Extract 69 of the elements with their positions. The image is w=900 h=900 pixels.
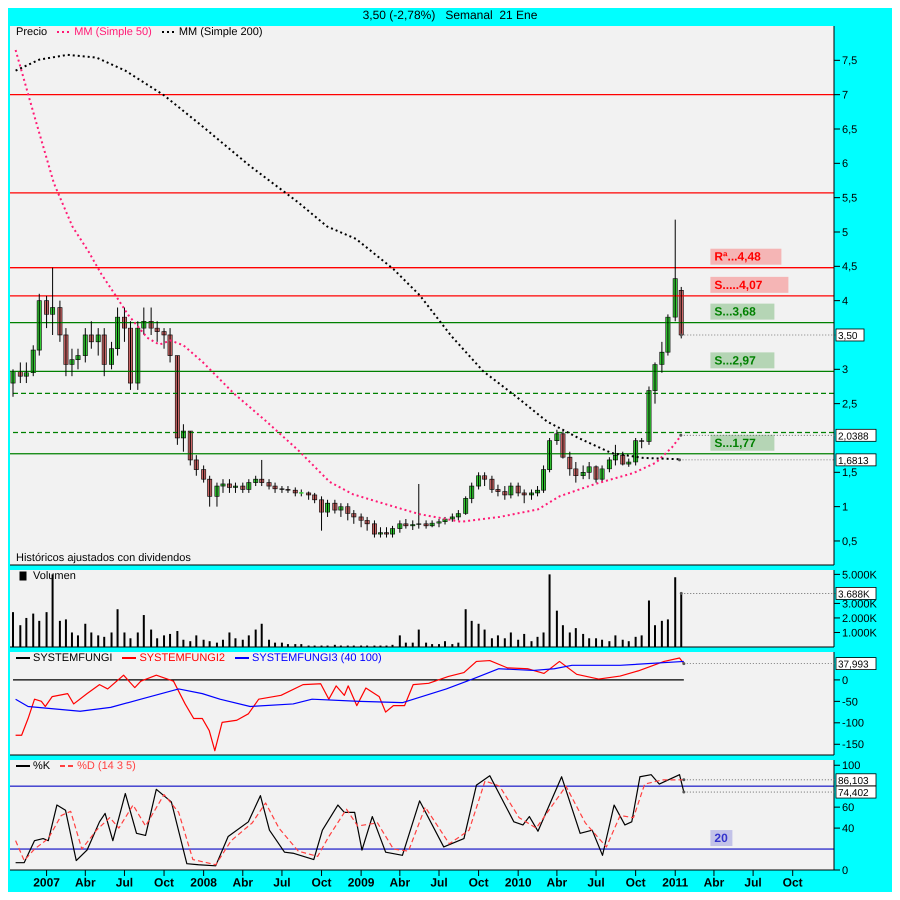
y-tick-label: 5	[842, 226, 848, 239]
x-tick-label: Jul	[116, 876, 134, 890]
ref-line-label: Rª...4,48	[714, 250, 762, 264]
annotation: Históricos ajustados con dividendos	[16, 552, 191, 564]
annotation: 2,0388	[838, 431, 870, 442]
y-tick-label: 5.000K	[842, 569, 878, 582]
x-tick-label: Oct	[312, 876, 332, 890]
y-tick-label: 0	[842, 864, 848, 877]
annotation: 37,993	[838, 660, 870, 671]
legend-label: SYSTEMFUNGI2	[138, 652, 226, 664]
annotation: 74,402	[838, 788, 870, 800]
y-tick-label: -50	[842, 696, 858, 708]
y-tick-label: -100	[842, 718, 864, 730]
x-tick-label: Jul	[430, 876, 448, 890]
x-tick-label: Abr	[74, 876, 96, 890]
legend-label: %K	[32, 760, 50, 772]
y-tick-label: 5,5	[842, 192, 858, 205]
legend-title: Precio	[16, 26, 48, 38]
y-tick-label: -150	[842, 739, 864, 752]
y-tick-label: 2.000K	[842, 612, 878, 625]
annotation: 86,103	[838, 776, 870, 787]
y-tick-label: 4	[842, 296, 848, 308]
legend-label: MM (Simple 200)	[178, 26, 263, 38]
x-tick-label: Oct	[468, 876, 489, 890]
y-tick-label: 3	[842, 364, 848, 376]
y-tick-label: 0,5	[842, 536, 858, 548]
legend-label: SYSTEMFUNGI	[32, 652, 112, 664]
y-tick-label: 4,5	[842, 261, 858, 274]
x-tick-label: Abr	[232, 876, 254, 890]
x-tick-label: Jul	[587, 876, 605, 890]
x-tick-label: 2009	[348, 876, 375, 890]
y-tick-label: 1.000K	[842, 627, 878, 640]
y-tick-label: 2,5	[842, 398, 858, 411]
y-tick-label: 6	[842, 158, 848, 170]
legend-label: MM (Simple 50)	[73, 26, 152, 38]
y-tick-label: 1,5	[842, 467, 858, 480]
y-tick-label: 3.000K	[842, 598, 878, 610]
x-tick-label: Jul	[273, 876, 291, 890]
ref-line-label: S...2,97	[714, 353, 756, 368]
x-tick-label: Jul	[744, 876, 762, 890]
y-tick-label: 60	[842, 802, 854, 814]
x-tick-label: Abr	[546, 876, 568, 890]
chart-title: 3,50 (-2,78%) Semanal 21 Ene	[362, 8, 538, 24]
y-tick-label: 40	[842, 823, 854, 835]
y-tick-label: 0	[842, 674, 848, 687]
x-tick-label: 2008	[190, 876, 218, 890]
x-tick-label: Abr	[704, 876, 725, 890]
ref-line-label: S...1,77	[714, 436, 756, 450]
y-tick-label: 7,5	[842, 55, 858, 68]
y-tick-label: 1	[842, 502, 848, 514]
y-tick-label: 100	[842, 760, 860, 772]
annotation: 3.688K	[838, 589, 870, 600]
x-tick-label: Oct	[154, 876, 174, 890]
y-tick-label: 7	[842, 90, 848, 102]
x-tick-label: 2007	[33, 876, 60, 890]
legend-label: Volumen	[32, 570, 76, 582]
y-tick-label: 6,5	[842, 124, 858, 136]
x-tick-label: Abr	[390, 876, 410, 890]
x-tick-label: Oct	[782, 876, 803, 890]
legend-label: SYSTEMFUNGI3 (40 100)	[251, 652, 382, 664]
x-tick-label: 2011	[662, 876, 689, 890]
x-tick-label: Oct	[626, 876, 646, 890]
x-tick-label: 2010	[504, 876, 532, 890]
annotation: 3,50	[838, 330, 858, 342]
ref-line-label: S.....4,07	[714, 278, 763, 292]
ref-line-label: S...3,68	[714, 304, 756, 319]
annotation: 1,6813	[838, 456, 870, 467]
legend-label: %D (14 3 5)	[76, 760, 136, 772]
ref-line-label: 20	[714, 831, 728, 846]
